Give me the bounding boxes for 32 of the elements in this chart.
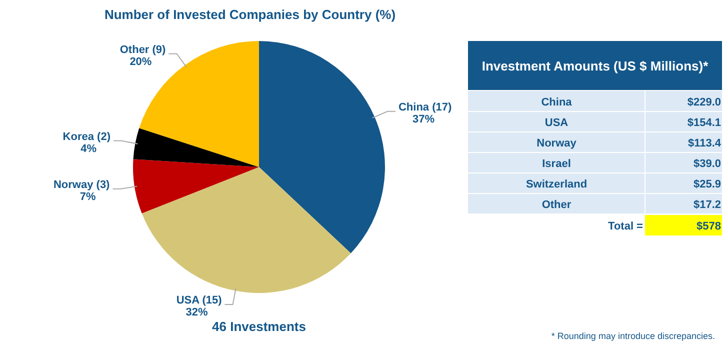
data-label: 32% [186,306,208,319]
category-label: Israel [542,158,571,170]
text: Investment Amounts (US $ Millions)* [482,58,710,74]
data-label: 7% [80,190,96,203]
category-label: Other [542,198,572,211]
slice-label: Other (9) [120,44,166,56]
text: $578 [696,220,721,232]
text: Total = [608,220,643,232]
pie-slice [133,128,259,167]
text: $229.0 [687,96,721,108]
slice-label: Korea (2) [62,130,111,143]
category-label: Switzerland [526,178,588,190]
pie-slice [259,41,385,254]
category-label: Norway [536,137,578,150]
text: $154.1 [687,116,721,129]
text: $25.9 [693,178,721,190]
text: 46 Investments [212,319,306,334]
text: $113.4 [688,137,721,150]
text: $17.2 [693,198,721,211]
data-label: 20% [130,56,152,68]
pie-slice [133,159,259,214]
slice-label: Norway (3) [53,178,110,191]
text: $39.0 [693,158,721,170]
data-label: 37% [412,113,435,126]
chart-title: Number of Invested Companies by Country (%) [104,7,396,22]
data-label: 4% [80,142,97,155]
pie-slice [142,167,351,293]
slice-label: China (17) [398,101,452,114]
category-label: USA [544,116,568,129]
text: * Rounding may introduce discrepancies. [551,331,715,341]
category-label: China [541,96,573,108]
slice-label: USA (15) [176,294,222,307]
